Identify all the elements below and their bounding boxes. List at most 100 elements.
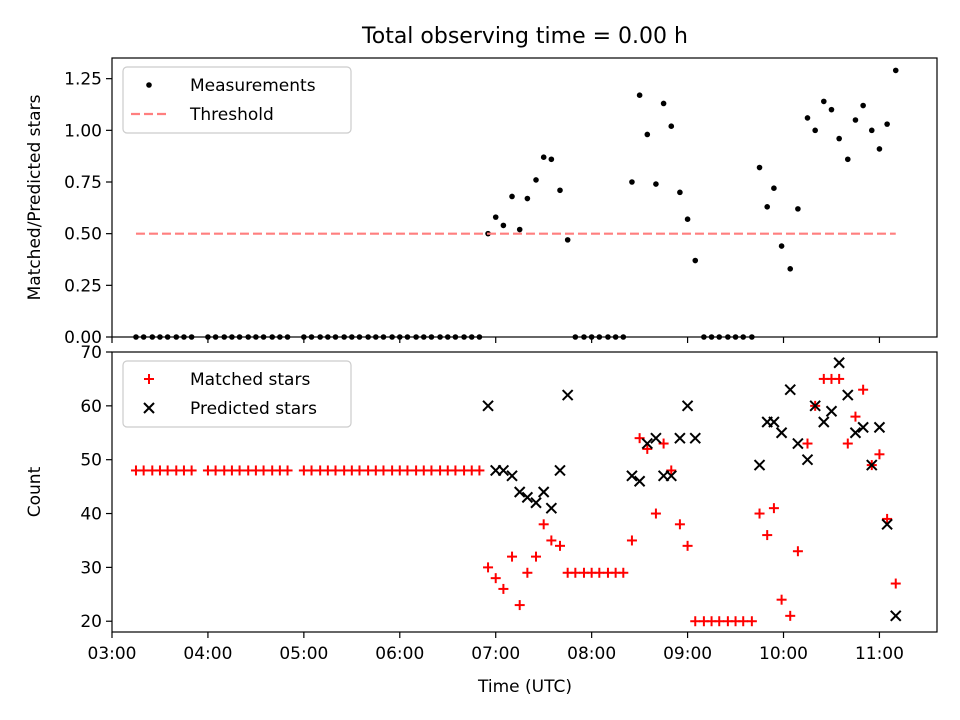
predicted-star-point xyxy=(873,421,886,434)
predicted-star-point xyxy=(681,400,694,412)
measurement-point xyxy=(557,187,563,194)
predicted-star-point xyxy=(890,610,902,622)
matched-star-point xyxy=(792,546,803,557)
predicted-star-point xyxy=(537,486,550,498)
predicted-star-point xyxy=(506,470,518,482)
measurement-point xyxy=(660,100,667,107)
matched-star-point xyxy=(554,540,565,551)
measurement-point xyxy=(476,334,483,340)
measurement-point xyxy=(341,334,347,340)
matched-star-point xyxy=(258,465,269,476)
predicted-star-point xyxy=(482,400,494,412)
measurement-point xyxy=(668,123,675,129)
chart-title: Total observing time = 0.00 h xyxy=(361,24,688,49)
measurement-point xyxy=(764,204,771,210)
measurement-point xyxy=(884,121,890,127)
predicted-star-point xyxy=(768,416,780,428)
matched-star-point xyxy=(682,540,693,551)
measurement-point xyxy=(284,334,291,340)
measurement-point xyxy=(317,334,323,340)
y-tick-label: 0.00 xyxy=(64,328,102,348)
matched-star-point xyxy=(210,465,221,476)
legend-matched-swatch xyxy=(144,374,154,384)
predicted-star-point xyxy=(753,459,766,471)
matched-star-point xyxy=(234,465,245,476)
measurement-point xyxy=(229,334,235,340)
measurement-point xyxy=(540,154,547,160)
predicted-star-point xyxy=(849,427,862,439)
matched-star-point xyxy=(690,616,701,627)
matched-star-point xyxy=(507,551,518,562)
measurement-point xyxy=(581,334,587,340)
matched-star-point xyxy=(282,465,293,476)
x-tick-label: 07:00 xyxy=(471,644,520,664)
measurement-point xyxy=(245,334,252,340)
measurement-point xyxy=(373,334,379,340)
legend-label: Matched stars xyxy=(190,370,310,390)
matched-star-point xyxy=(834,373,845,384)
measurement-point xyxy=(253,334,259,340)
matched-star-point xyxy=(642,443,653,454)
measurement-point xyxy=(277,334,283,340)
y-tick-label: 20 xyxy=(80,612,102,632)
predicted-star-point xyxy=(561,389,574,401)
matched-star-point xyxy=(378,465,389,476)
matched-star-point xyxy=(402,465,413,476)
measurement-point xyxy=(404,334,411,340)
measurement-point xyxy=(325,334,331,340)
x-tick-label: 10:00 xyxy=(759,644,808,664)
matched-star-point xyxy=(858,384,869,395)
measurement-point xyxy=(701,334,707,340)
x-tick-label: 11:00 xyxy=(855,644,904,664)
measurement-point xyxy=(173,334,180,340)
predicted-star-point xyxy=(784,383,796,396)
matched-star-point xyxy=(330,465,341,476)
measurement-point xyxy=(778,243,785,249)
matched-star-point xyxy=(768,503,779,514)
measurement-point xyxy=(605,334,611,340)
matched-star-point xyxy=(570,567,581,578)
matched-star-point xyxy=(874,449,885,460)
predicted-star-point xyxy=(833,357,845,369)
measurement-point xyxy=(516,226,523,233)
predicted-star-point xyxy=(792,437,804,450)
measurement-point xyxy=(269,334,276,340)
matched-star-point xyxy=(762,530,773,541)
bottom-axis-ticks: 20 30 40 50 60 70 03:00 04:00 05:00 06:00 07:00 08:… xyxy=(80,343,904,664)
measurement-point xyxy=(396,334,403,340)
matched-star-point xyxy=(306,465,317,476)
measurement-point xyxy=(572,334,579,340)
measurement-point xyxy=(428,334,435,340)
bottom-panel: 20 30 40 50 60 70 03:00 04:00 05:00 06:00 07:00 08:… xyxy=(25,343,938,697)
measurement-point xyxy=(133,334,139,340)
top-legend: Measurements Threshold xyxy=(122,66,352,134)
matched-star-point xyxy=(514,600,525,611)
y-tick-label: 0.50 xyxy=(64,225,102,245)
matched-star-point xyxy=(474,465,485,476)
bottom-data-marks xyxy=(130,357,902,627)
measurement-point xyxy=(212,334,219,340)
predicted-star-point xyxy=(809,400,821,412)
y-tick-label: 0.75 xyxy=(64,173,102,193)
predicted-star-point xyxy=(825,405,838,417)
y-tick-label: 50 xyxy=(80,451,102,471)
measurement-point xyxy=(740,334,747,340)
measurement-point xyxy=(677,189,683,196)
measurement-point xyxy=(876,146,883,152)
y-tick-label: 1.00 xyxy=(64,121,102,141)
matched-star-point xyxy=(531,551,542,562)
measurement-point xyxy=(181,334,187,340)
measurement-point xyxy=(708,334,715,340)
measurement-point xyxy=(420,334,427,340)
matched-star-point xyxy=(186,465,197,476)
matched-star-point xyxy=(714,616,725,627)
x-tick-label: 08:00 xyxy=(567,644,616,664)
legend-label: Threshold xyxy=(189,105,274,125)
measurement-point xyxy=(365,334,371,340)
measurement-point xyxy=(860,102,866,109)
matched-star-point xyxy=(746,616,757,627)
matched-star-point xyxy=(650,508,661,519)
measurement-point xyxy=(821,98,827,105)
measurement-point xyxy=(684,216,691,222)
